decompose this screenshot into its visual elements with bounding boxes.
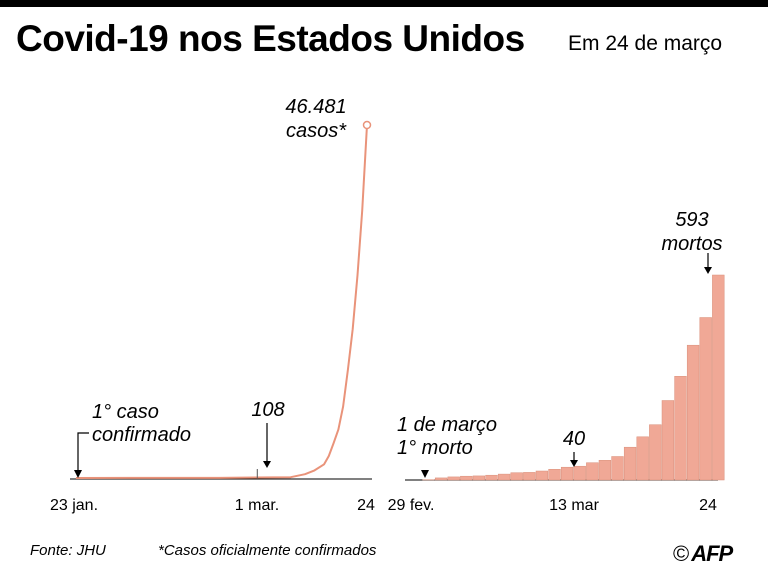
deaths-bar [636,436,649,481]
deaths-bar [573,465,586,481]
first-case-annotation: 1° caso confirmado [92,401,191,446]
deaths-bar [699,317,712,481]
deaths-bar [460,475,473,481]
total-deaths-annotation: 593 mortos [661,209,722,255]
source-note: Fonte: JHU [30,542,106,559]
first-case-bracket [77,432,89,472]
deaths-bar [649,424,662,481]
deaths-x-tick-label: 29 fev. [388,497,435,514]
deaths-bar [523,472,536,481]
deaths-bar [447,476,460,481]
deaths-bar [535,470,549,481]
cases-line-chart: 23 jan. 1 mar. 24 1° caso confirmado 108 46.48… [50,96,375,514]
first-death-annotation: 1 de março 1° morto [397,414,497,459]
total-cases-annotation: 46.481 casos* [285,96,347,142]
deaths-bar [586,462,599,481]
deaths-bar [611,456,624,481]
deaths-bar [674,376,687,481]
deaths-40-arrow-head [570,460,578,467]
deaths-x-tick-label: 24 [699,497,717,514]
copyright-symbol: © [673,541,690,566]
cases-series-line [75,124,368,479]
deaths-bar [712,274,725,481]
deaths-bar [497,473,511,481]
deaths-40-annotation: 40 [563,428,585,450]
total-deaths-arrow-head [704,267,712,274]
deaths-bar [548,469,561,481]
chart-title: Covid-19 nos Estados Unidos [16,18,525,59]
deaths-bar [661,400,675,481]
cases-x-tick-label: 24 [357,497,375,514]
deaths-bar [510,472,523,481]
deaths-bar [598,460,612,481]
deaths-bar-chart: 29 fev. 13 mar 24 1 de março 1° morto 40 593 mo… [388,209,725,514]
deaths-bar [560,466,574,481]
cases-108-arrow-head [263,461,271,468]
afp-logo: ©AFP [673,541,733,567]
deaths-bar [686,344,700,481]
afp-logo-mark: AFP [691,541,733,566]
deaths-bar [434,477,448,481]
deaths-bar [623,446,637,481]
cases-108-annotation: 108 [251,399,284,421]
deaths-bar [472,475,486,481]
cases-x-tick-label: 23 jan. [50,497,98,514]
footnote: *Casos oficialmente confirmados [158,542,377,559]
chart-subtitle: Em 24 de março [568,32,723,55]
deaths-bar [485,474,498,481]
cases-x-tick-label: 1 mar. [235,497,279,514]
deaths-x-tick-label: 13 mar [549,497,599,514]
top-bar [0,0,768,7]
first-death-arrow-head [421,470,429,478]
first-case-arrow-head [74,470,82,478]
cases-end-marker [362,120,372,130]
